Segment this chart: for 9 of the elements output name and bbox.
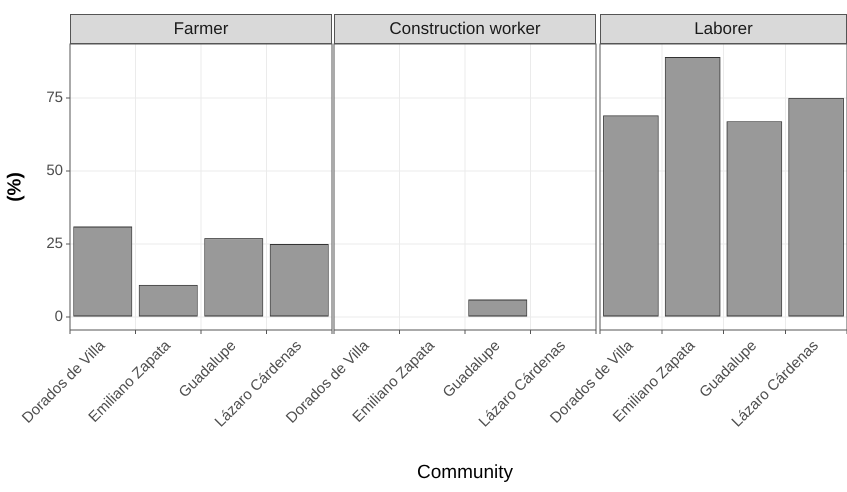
y-tick-label: 50 <box>46 162 63 180</box>
chart-title: Laborer <box>600 14 847 44</box>
y-axis-title: (%) <box>4 172 26 202</box>
chart-title: Construction worker <box>334 14 596 44</box>
chart-title: Farmer <box>70 14 332 44</box>
y-tick-label: 25 <box>46 235 63 252</box>
y-tick-label: 0 <box>54 308 63 326</box>
y-tick-label: 75 <box>46 89 63 106</box>
x-axis-title: Community <box>416 462 514 483</box>
